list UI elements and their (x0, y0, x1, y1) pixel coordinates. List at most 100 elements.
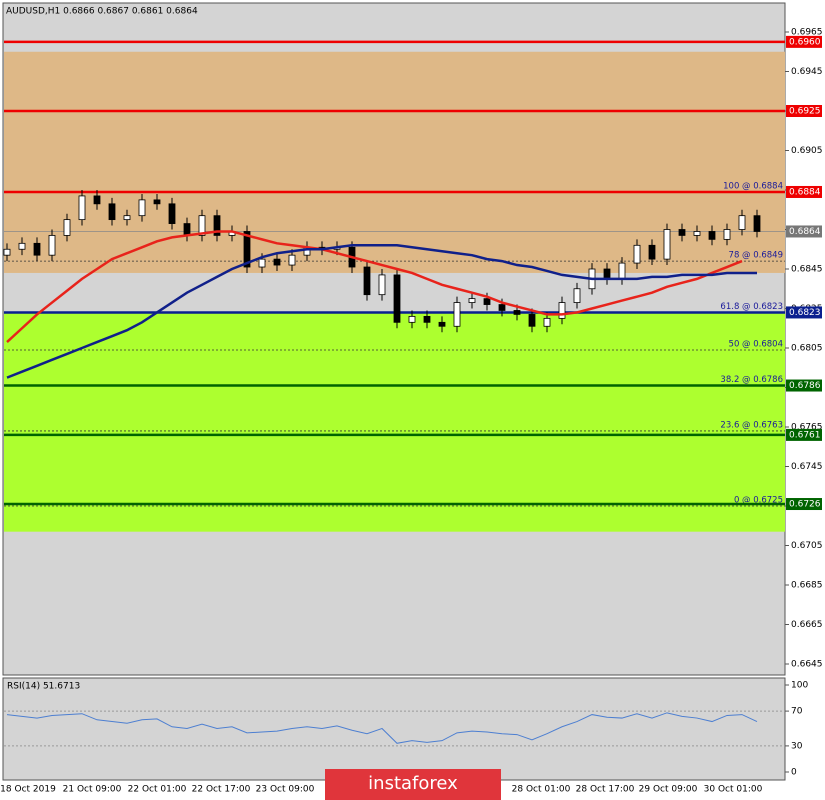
rsi-line (6, 712, 758, 744)
fib-label: 78 @ 0.6849 (729, 251, 783, 261)
moving-average (6, 244, 757, 379)
candle-body (123, 215, 131, 221)
candle-body (408, 315, 416, 323)
level-label: 0.6884 (789, 187, 821, 197)
fib-label: 50 @ 0.6804 (729, 339, 783, 349)
x-tick-label: 22 Oct 17:00 (192, 785, 251, 795)
candle-body (618, 262, 626, 280)
y-tick-label: 0.6665 (791, 620, 823, 630)
candle-body (708, 231, 716, 240)
level-label: 0.6726 (789, 500, 821, 510)
candle-body (543, 317, 551, 327)
candle-body (273, 258, 281, 266)
y-tick-label: 0.6965 (791, 28, 823, 38)
candle-body (438, 321, 446, 327)
candle-body (528, 314, 536, 327)
zone (4, 51, 785, 273)
candle-body (393, 274, 401, 323)
x-tick-label: 28 Oct 01:00 (512, 785, 571, 795)
candle-body (18, 242, 26, 250)
level-box (786, 379, 822, 392)
x-tick-label: 22 Oct 01:00 (128, 785, 187, 795)
candle-body (258, 258, 266, 268)
level-label: 0.6823 (789, 308, 821, 318)
candle-body (468, 298, 476, 303)
level-box (786, 105, 822, 117)
candle-body (168, 203, 176, 224)
candle-body (48, 235, 56, 256)
fib-label: 61.8 @ 0.6823 (720, 302, 783, 312)
candle-body (663, 229, 671, 260)
candle-body (198, 215, 206, 236)
candle-body (63, 219, 71, 236)
candle-body (78, 195, 86, 221)
candle-body (153, 199, 161, 205)
candle-body (603, 268, 611, 280)
y-tick-label: 0.6905 (791, 146, 823, 156)
y-tick-label: 0.6945 (791, 67, 823, 77)
candle-body (243, 231, 251, 268)
y-tick-label: 0.6805 (791, 344, 823, 354)
x-tick-label: 28 Oct 17:00 (576, 785, 635, 795)
level-box (786, 498, 822, 511)
candle-body (138, 199, 146, 217)
watermark-box (325, 769, 501, 800)
chart-title: AUDUSD,H1 0.6866 0.6867 0.6861 0.6864 (6, 7, 198, 17)
rsi-tick-label: 0 (791, 768, 797, 778)
level-label: 0.6925 (789, 107, 821, 117)
y-tick-label: 0.6705 (791, 541, 823, 551)
candle-body (648, 244, 656, 260)
candle-body (183, 223, 191, 236)
y-tick-label: 0.6765 (791, 423, 823, 433)
watermark: instaforex (368, 773, 458, 794)
candle-body (93, 195, 101, 205)
x-tick-label: 29 Oct 09:00 (639, 785, 698, 795)
level-label: 0.6786 (789, 381, 821, 391)
x-tick-label: 21 Oct 09:00 (63, 785, 122, 795)
candle-body (738, 215, 746, 230)
current-price-label: 0.6864 (789, 227, 821, 237)
level-label: 0.6761 (789, 430, 821, 440)
candle-body (453, 302, 461, 327)
level-box (786, 35, 822, 48)
moving-average (6, 230, 743, 343)
candle-body (498, 304, 506, 311)
candle-body (33, 242, 41, 256)
candle-body (513, 310, 521, 315)
candle-body (363, 266, 371, 296)
candle-body (213, 215, 221, 236)
fib-label: 38.2 @ 0.6786 (720, 375, 783, 385)
y-tick-label: 0.6845 (791, 265, 823, 275)
candle-body (108, 203, 116, 221)
x-tick-label: 30 Oct 01:00 (704, 785, 763, 795)
level-label: 0.6960 (789, 37, 821, 47)
level-box (786, 185, 822, 198)
current-price-box (786, 225, 822, 238)
candle-body (693, 231, 701, 236)
rsi-panel (2, 677, 786, 781)
y-tick-label: 0.6685 (791, 581, 823, 591)
fib-label: 0 @ 0.6725 (734, 496, 783, 506)
rsi-title: RSI(14) 51.6713 (7, 682, 80, 692)
rsi-tick-label: 30 (791, 741, 803, 751)
x-tick-label: 23 Oct 09:00 (256, 785, 315, 795)
level-box (786, 306, 822, 319)
y-tick-label: 0.6745 (791, 462, 823, 472)
rsi-tick-label: 70 (791, 707, 803, 717)
candle-body (483, 298, 491, 305)
candle-body (3, 248, 11, 256)
candle-body (723, 229, 731, 240)
candle-body (753, 215, 761, 232)
candle-body (573, 288, 581, 303)
candle-body (633, 244, 641, 264)
zone (4, 312, 785, 532)
y-tick-label: 0.6645 (791, 660, 823, 670)
x-tick-label: 18 Oct 2019 (0, 785, 56, 795)
layer: 0.69650.69450.69250.69050.68850.68650.68… (0, 28, 822, 795)
candle-body (378, 274, 386, 296)
level-box (786, 428, 822, 441)
rsi-tick-label: 100 (791, 681, 808, 691)
fib-label: 23.6 @ 0.6763 (720, 420, 783, 430)
candle-body (288, 254, 296, 266)
